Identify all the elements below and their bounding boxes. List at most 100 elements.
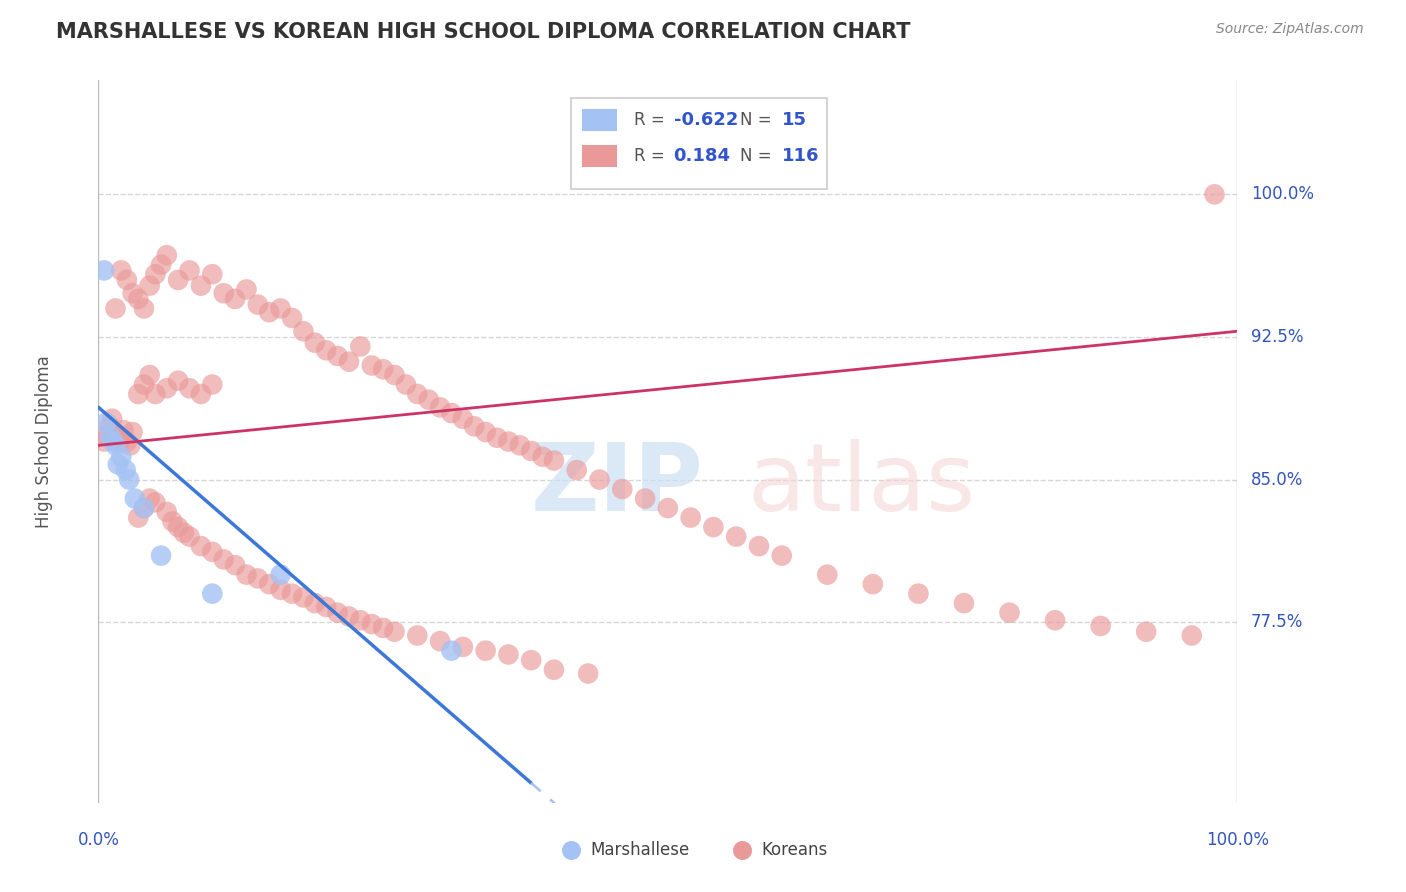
Point [463,419,485,434]
Point [815,567,838,582]
Point [121,425,143,439]
Point [406,387,429,401]
Point [474,643,496,657]
Point [107,458,129,472]
Point [132,501,155,516]
Text: High School Diploma: High School Diploma [35,355,53,528]
Point [371,621,394,635]
Point [104,426,127,441]
Text: 116: 116 [782,147,820,165]
Text: 15: 15 [782,111,807,129]
Point [127,387,149,401]
Point [190,539,212,553]
Point [270,582,292,597]
Point [520,653,543,667]
Point [145,387,167,401]
Point [520,444,543,458]
Point [384,624,406,639]
Point [118,473,141,487]
Point [371,362,394,376]
Point [150,258,173,272]
Point [98,429,121,443]
Point [270,567,292,582]
Point [98,419,121,434]
Point [246,571,269,585]
Point [201,267,224,281]
Text: R =: R = [634,147,669,165]
Point [156,505,179,519]
Point [326,606,349,620]
Point [108,434,131,449]
Text: 92.5%: 92.5% [1251,328,1303,346]
Point [384,368,406,382]
FancyBboxPatch shape [582,145,617,167]
Point [588,473,610,487]
Point [104,301,127,316]
Point [576,666,599,681]
Text: R =: R = [634,111,669,129]
Point [953,596,976,610]
Point [224,558,246,573]
Point [120,438,142,452]
Point [440,643,463,657]
Point [998,606,1021,620]
Text: atlas: atlas [748,439,976,531]
Point [132,501,155,516]
Point [235,282,257,296]
Point [907,587,929,601]
Point [259,305,281,319]
Point [110,450,132,464]
Point [201,545,224,559]
Point [96,429,118,443]
Point [167,520,190,534]
Point [326,349,349,363]
Point [862,577,884,591]
Point [179,530,201,544]
Point [451,411,474,425]
Point [132,301,155,316]
Text: 0.0%: 0.0% [77,831,120,849]
Text: 0.184: 0.184 [673,147,731,165]
Point [114,463,136,477]
Text: 85.0%: 85.0% [1251,471,1303,489]
Point [418,392,440,407]
Point [259,577,281,591]
Point [212,286,235,301]
Point [292,591,315,605]
Point [292,324,315,338]
Text: MARSHALLESE VS KOREAN HIGH SCHOOL DIPLOMA CORRELATION CHART: MARSHALLESE VS KOREAN HIGH SCHOOL DIPLOM… [56,22,911,42]
Point [132,377,155,392]
Point [498,648,520,662]
Point [93,434,115,449]
Point [179,263,201,277]
Point [543,453,565,467]
Point [124,491,146,506]
Point [315,343,337,358]
Text: ZIP: ZIP [531,439,704,531]
Point [349,613,371,627]
Point [110,263,132,277]
Point [315,599,337,614]
Point [156,381,179,395]
Point [270,301,292,316]
Point [612,482,634,496]
Point [634,491,657,506]
Point [451,640,474,654]
Point [281,587,304,601]
Point [167,374,190,388]
Text: N =: N = [740,111,776,129]
Text: 100.0%: 100.0% [1206,831,1268,849]
Point [104,438,127,452]
Point [115,273,138,287]
Point [440,406,463,420]
Point [657,501,679,516]
Point [360,359,382,373]
Point [115,434,138,449]
Point [179,381,201,395]
FancyBboxPatch shape [571,98,827,189]
Point [337,609,360,624]
Point [1135,624,1157,639]
Point [281,310,304,325]
Point [486,431,509,445]
Point [748,539,770,553]
